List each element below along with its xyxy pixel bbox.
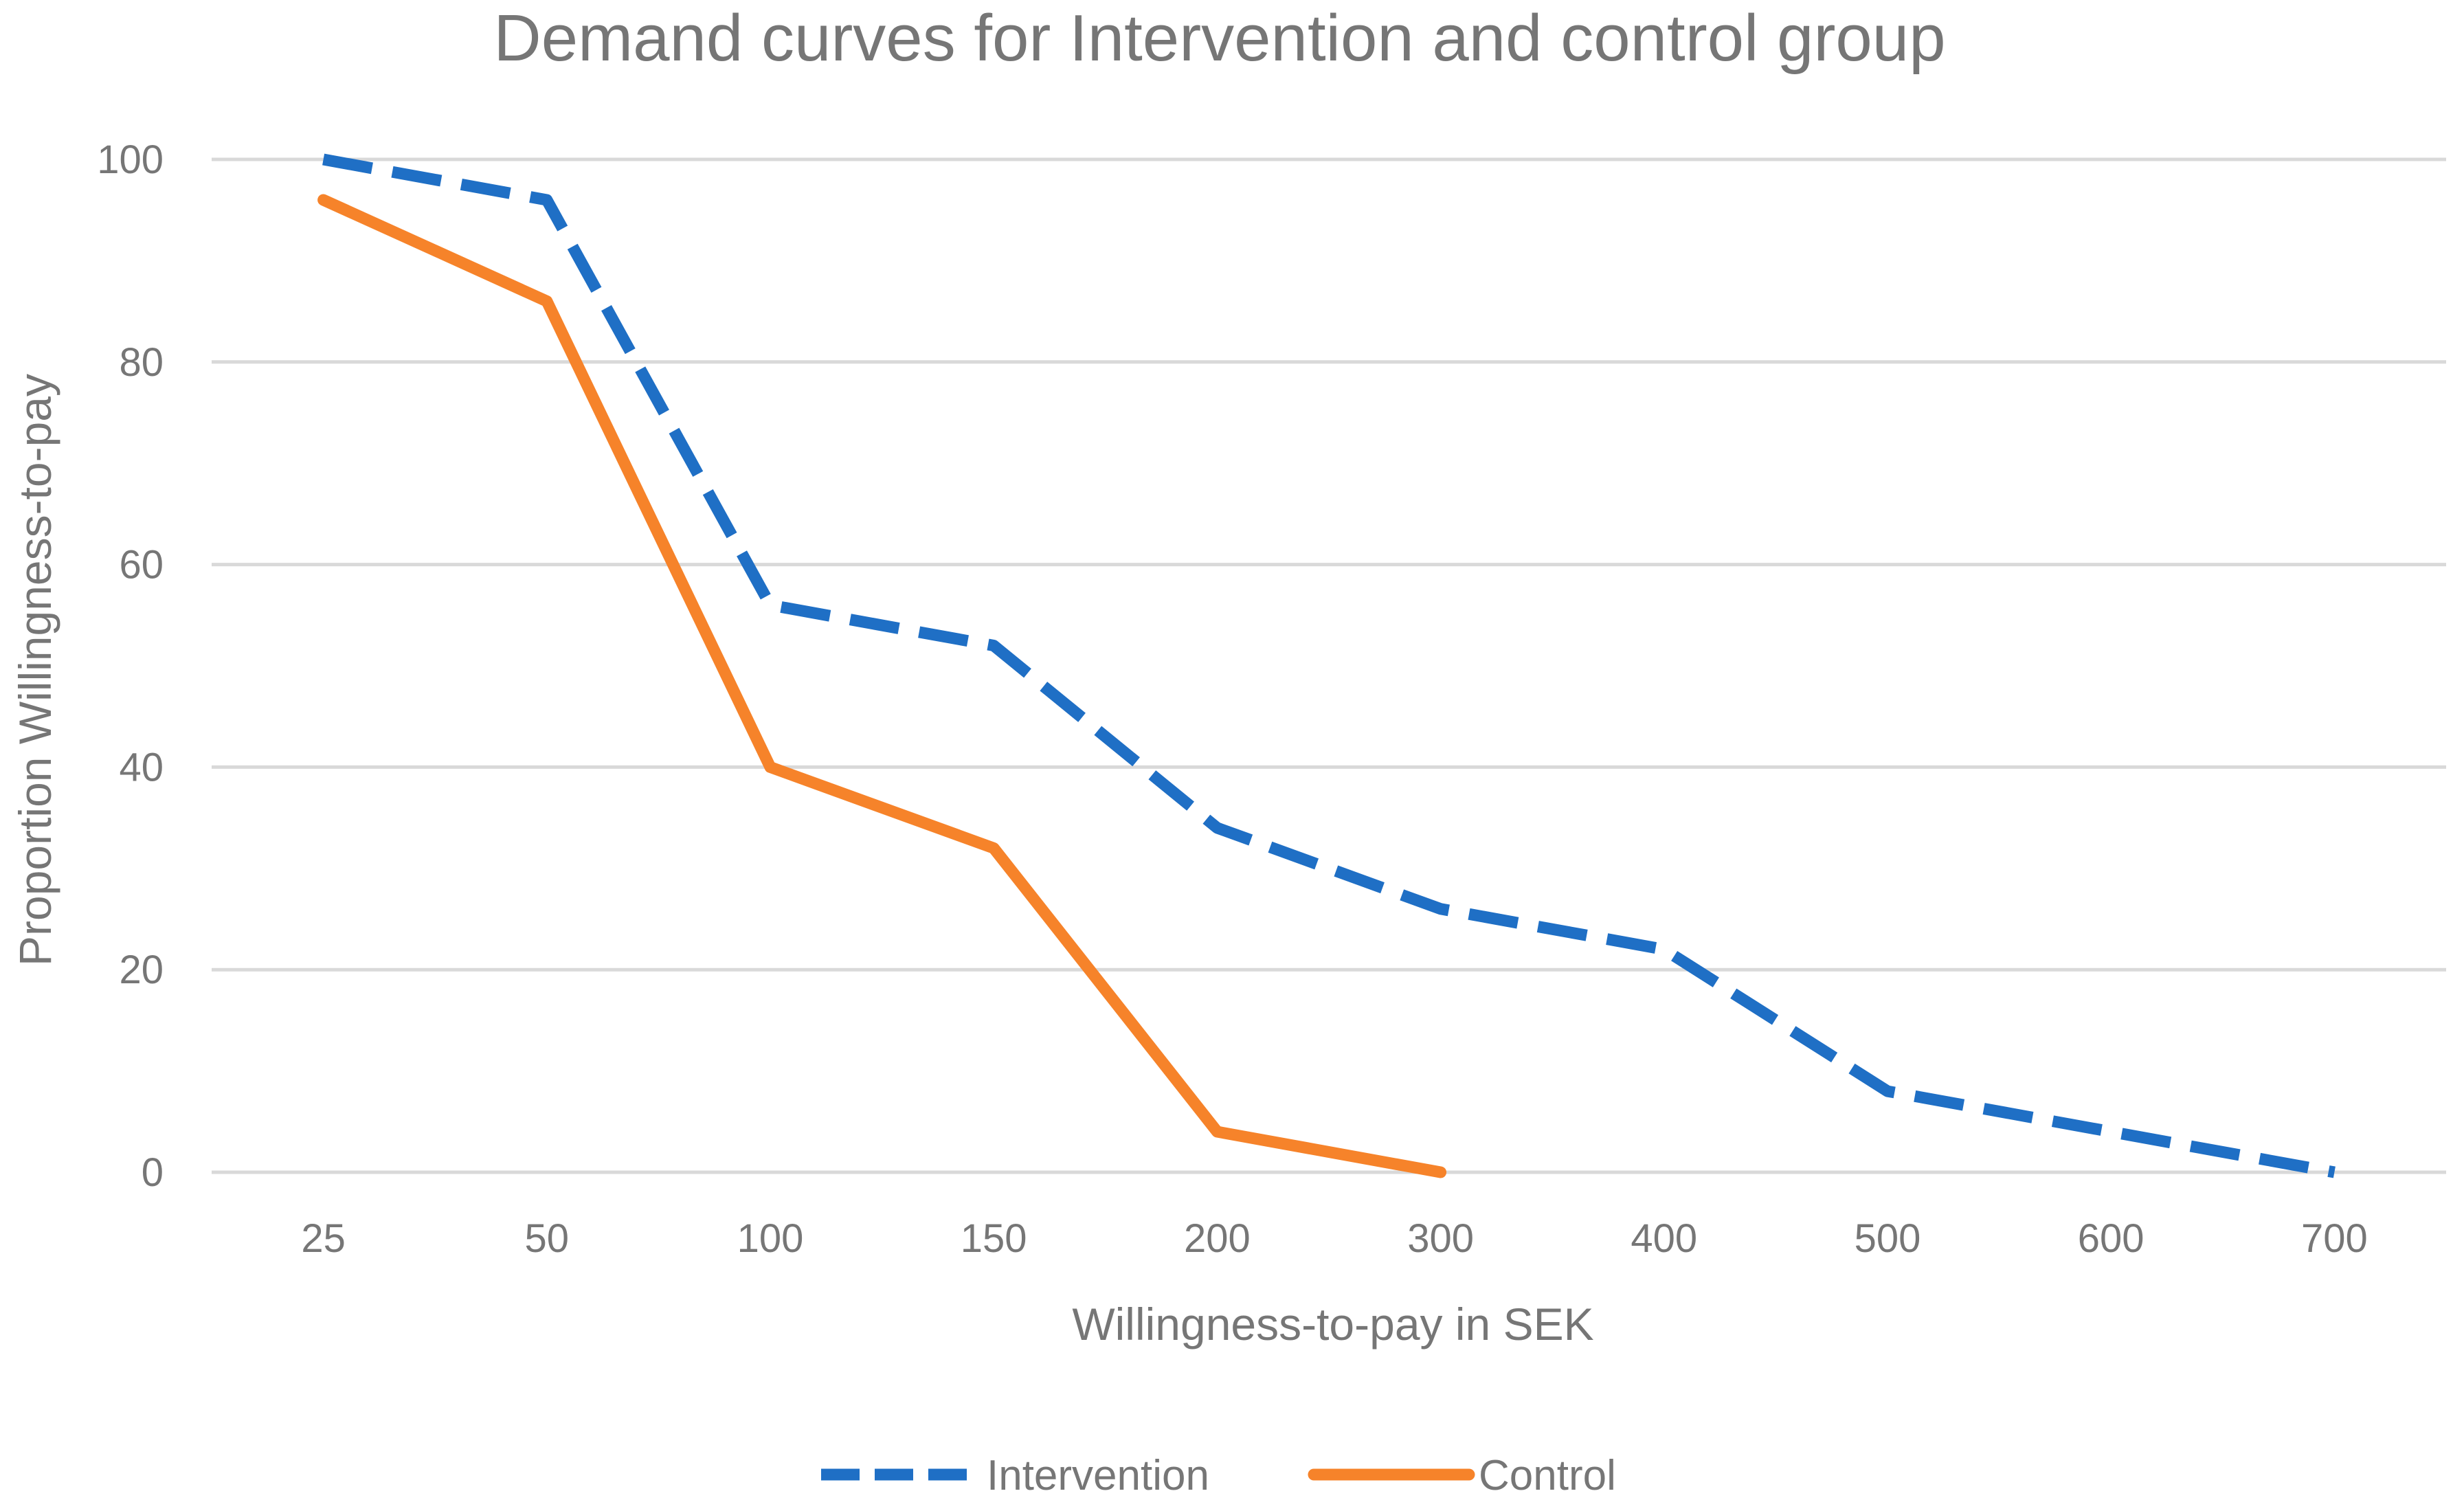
data-point-control <box>1435 1167 1446 1178</box>
x-tick-label: 600 <box>2078 1216 2144 1261</box>
x-axis-title: Willingness-to-pay in SEK <box>1072 1299 1593 1350</box>
x-tick-label: 700 <box>2301 1216 2368 1261</box>
x-tick-label: 25 <box>301 1216 346 1261</box>
y-axis-ticks: 0 20 40 60 80 100 <box>97 137 164 1195</box>
data-point-intervention <box>988 640 999 651</box>
data-point-intervention <box>1211 822 1222 833</box>
x-tick-label: 400 <box>1631 1216 1697 1261</box>
x-tick-label: 100 <box>737 1216 804 1261</box>
y-tick-label: 60 <box>119 543 164 587</box>
y-tick-label: 20 <box>119 948 164 992</box>
data-point-control <box>1211 1126 1222 1137</box>
y-tick-label: 40 <box>119 745 164 790</box>
legend: Intervention Control <box>821 1452 1616 1499</box>
data-point-intervention <box>1882 1086 1893 1097</box>
data-point-intervention <box>1435 904 1446 915</box>
data-point-intervention <box>1659 944 1670 955</box>
x-tick-label: 150 <box>961 1216 1027 1261</box>
x-axis-ticks: 25 50 100 150 200 300 400 500 600 700 <box>301 1216 2367 1261</box>
y-tick-label: 0 <box>142 1150 164 1195</box>
data-point-intervention <box>765 600 776 611</box>
y-tick-label: 80 <box>119 340 164 385</box>
y-axis-title: Proportion Willingness-to-pay <box>10 374 60 966</box>
chart-title: Demand curves for Intervention and contr… <box>493 1 1945 75</box>
legend-label-control: Control <box>1479 1452 1616 1499</box>
x-tick-label: 300 <box>1407 1216 1474 1261</box>
data-point-intervention <box>541 194 552 205</box>
data-point-control <box>988 842 999 853</box>
gridlines <box>212 157 2446 1174</box>
data-point-intervention <box>2105 1126 2116 1137</box>
series-lines <box>317 153 2340 1178</box>
data-point-control <box>765 761 776 772</box>
data-point-control <box>541 295 552 306</box>
data-point-intervention <box>2329 1167 2340 1178</box>
data-point-control <box>318 194 329 205</box>
series-line-control <box>317 194 1447 1178</box>
x-tick-label: 200 <box>1184 1216 1251 1261</box>
data-point-intervention <box>318 154 329 165</box>
y-tick-label: 100 <box>97 137 164 182</box>
series-line-intervention <box>322 153 2336 1178</box>
legend-label-intervention: Intervention <box>987 1452 1209 1499</box>
x-tick-label: 500 <box>1855 1216 1921 1261</box>
x-tick-label: 50 <box>525 1216 570 1261</box>
